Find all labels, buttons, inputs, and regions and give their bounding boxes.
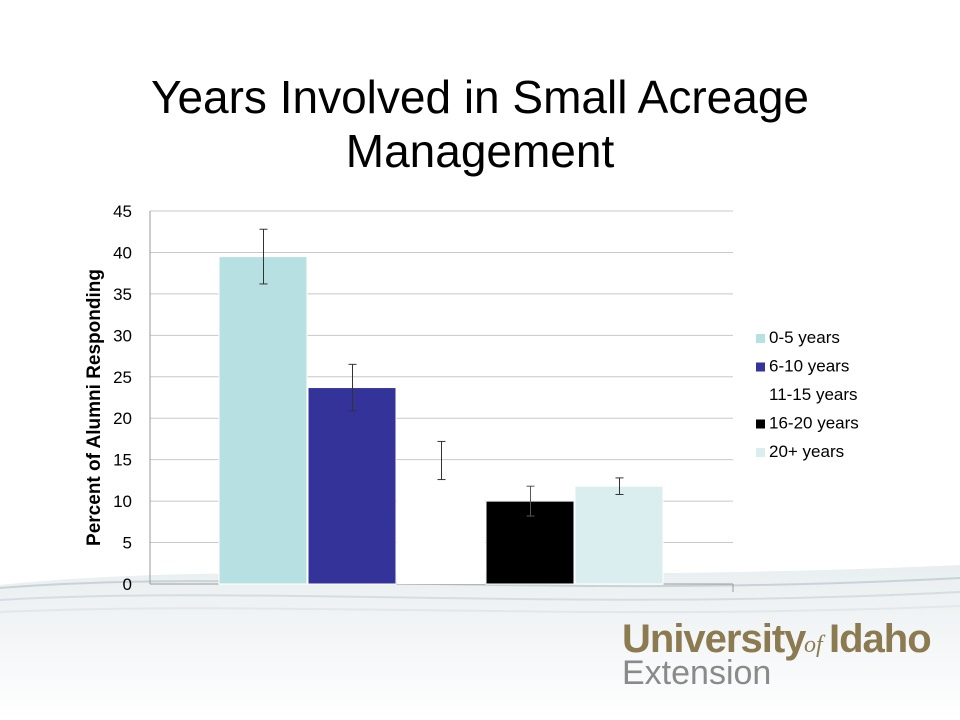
bar: [574, 485, 664, 585]
legend-label: 0-5 years: [769, 328, 840, 347]
y-tick-label: 35: [113, 285, 132, 304]
y-tick-label: 40: [113, 243, 132, 262]
y-tick-label: 45: [113, 202, 132, 221]
legend-swatch: [756, 362, 765, 372]
y-tick-label: 20: [113, 409, 132, 428]
legend-swatch: [756, 391, 765, 400]
logo-university-text: University: [622, 618, 807, 661]
y-tick-label: 10: [113, 492, 132, 511]
logo-of-text: of: [804, 632, 826, 658]
legend-label: 6-10 years: [769, 357, 849, 376]
logo-extension-text: Extension: [622, 654, 771, 688]
university-of-idaho-extension-logo: University of Idaho Extension: [622, 618, 932, 688]
bar: [397, 460, 485, 584]
legend-swatch: [756, 448, 765, 457]
slide-title-line1: Years Involved in Small Acreage: [150, 71, 809, 123]
y-axis-label: Percent of Alumni Responding: [84, 269, 105, 546]
y-tick-label: 30: [113, 326, 132, 345]
legend-label: 11-15 years: [769, 385, 858, 404]
logo-idaho-text: Idaho: [829, 618, 931, 661]
legend-swatch: [756, 419, 765, 429]
slide-title-line2: Management: [345, 125, 615, 177]
bar: [307, 387, 397, 585]
y-tick-label: 25: [113, 368, 132, 387]
y-tick-label: 15: [113, 451, 132, 470]
y-tick-label: 0: [123, 575, 132, 594]
legend-label: 20+ years: [769, 442, 844, 461]
y-tick-label: 5: [123, 534, 132, 553]
bar: [218, 256, 308, 585]
legend-swatch: [756, 334, 765, 343]
legend-label: 16-20 years: [769, 414, 859, 433]
slide-title: Years Involved in Small Acreage Manageme…: [60, 70, 900, 178]
